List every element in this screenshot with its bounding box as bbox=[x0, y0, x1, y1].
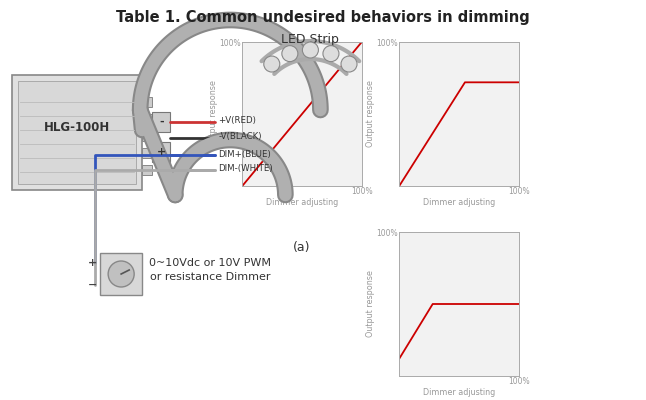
Text: DIM+(BLUE): DIM+(BLUE) bbox=[218, 150, 271, 158]
Text: (a): (a) bbox=[293, 241, 311, 254]
Text: +: + bbox=[156, 147, 166, 157]
Text: -V(BLACK): -V(BLACK) bbox=[218, 132, 262, 142]
Text: −: − bbox=[87, 280, 97, 290]
Circle shape bbox=[341, 56, 357, 72]
Circle shape bbox=[108, 261, 134, 287]
Bar bbox=[152, 112, 171, 132]
Y-axis label: Output response: Output response bbox=[209, 80, 218, 148]
Circle shape bbox=[264, 56, 280, 72]
Circle shape bbox=[302, 42, 318, 58]
Bar bbox=[142, 148, 152, 158]
Bar bbox=[142, 114, 152, 124]
Text: (b): (b) bbox=[450, 241, 468, 254]
Bar bbox=[152, 142, 171, 162]
Text: HLG-100H: HLG-100H bbox=[44, 121, 110, 134]
Bar bbox=[142, 131, 152, 141]
Bar bbox=[142, 97, 152, 107]
X-axis label: Dimmer adjusting: Dimmer adjusting bbox=[266, 198, 338, 207]
Bar bbox=[100, 253, 142, 295]
Text: LED Strip: LED Strip bbox=[282, 34, 339, 46]
Bar bbox=[18, 81, 136, 184]
Text: -: - bbox=[159, 117, 163, 127]
Text: DIM-(WHITE): DIM-(WHITE) bbox=[218, 164, 273, 174]
Text: Table 1. Common undesired behaviors in dimming: Table 1. Common undesired behaviors in d… bbox=[116, 10, 530, 25]
Y-axis label: Output response: Output response bbox=[366, 80, 375, 148]
Text: +: + bbox=[87, 258, 97, 268]
X-axis label: Dimmer adjusting: Dimmer adjusting bbox=[423, 388, 495, 397]
Y-axis label: Output response: Output response bbox=[366, 270, 375, 338]
Circle shape bbox=[282, 46, 298, 62]
Text: 0~10Vdc or 10V PWM
or resistance Dimmer: 0~10Vdc or 10V PWM or resistance Dimmer bbox=[149, 258, 271, 282]
Bar bbox=[12, 75, 142, 190]
Bar bbox=[142, 165, 152, 175]
Text: +V(RED): +V(RED) bbox=[218, 116, 256, 126]
X-axis label: Dimmer adjusting: Dimmer adjusting bbox=[423, 198, 495, 207]
Circle shape bbox=[323, 46, 339, 62]
